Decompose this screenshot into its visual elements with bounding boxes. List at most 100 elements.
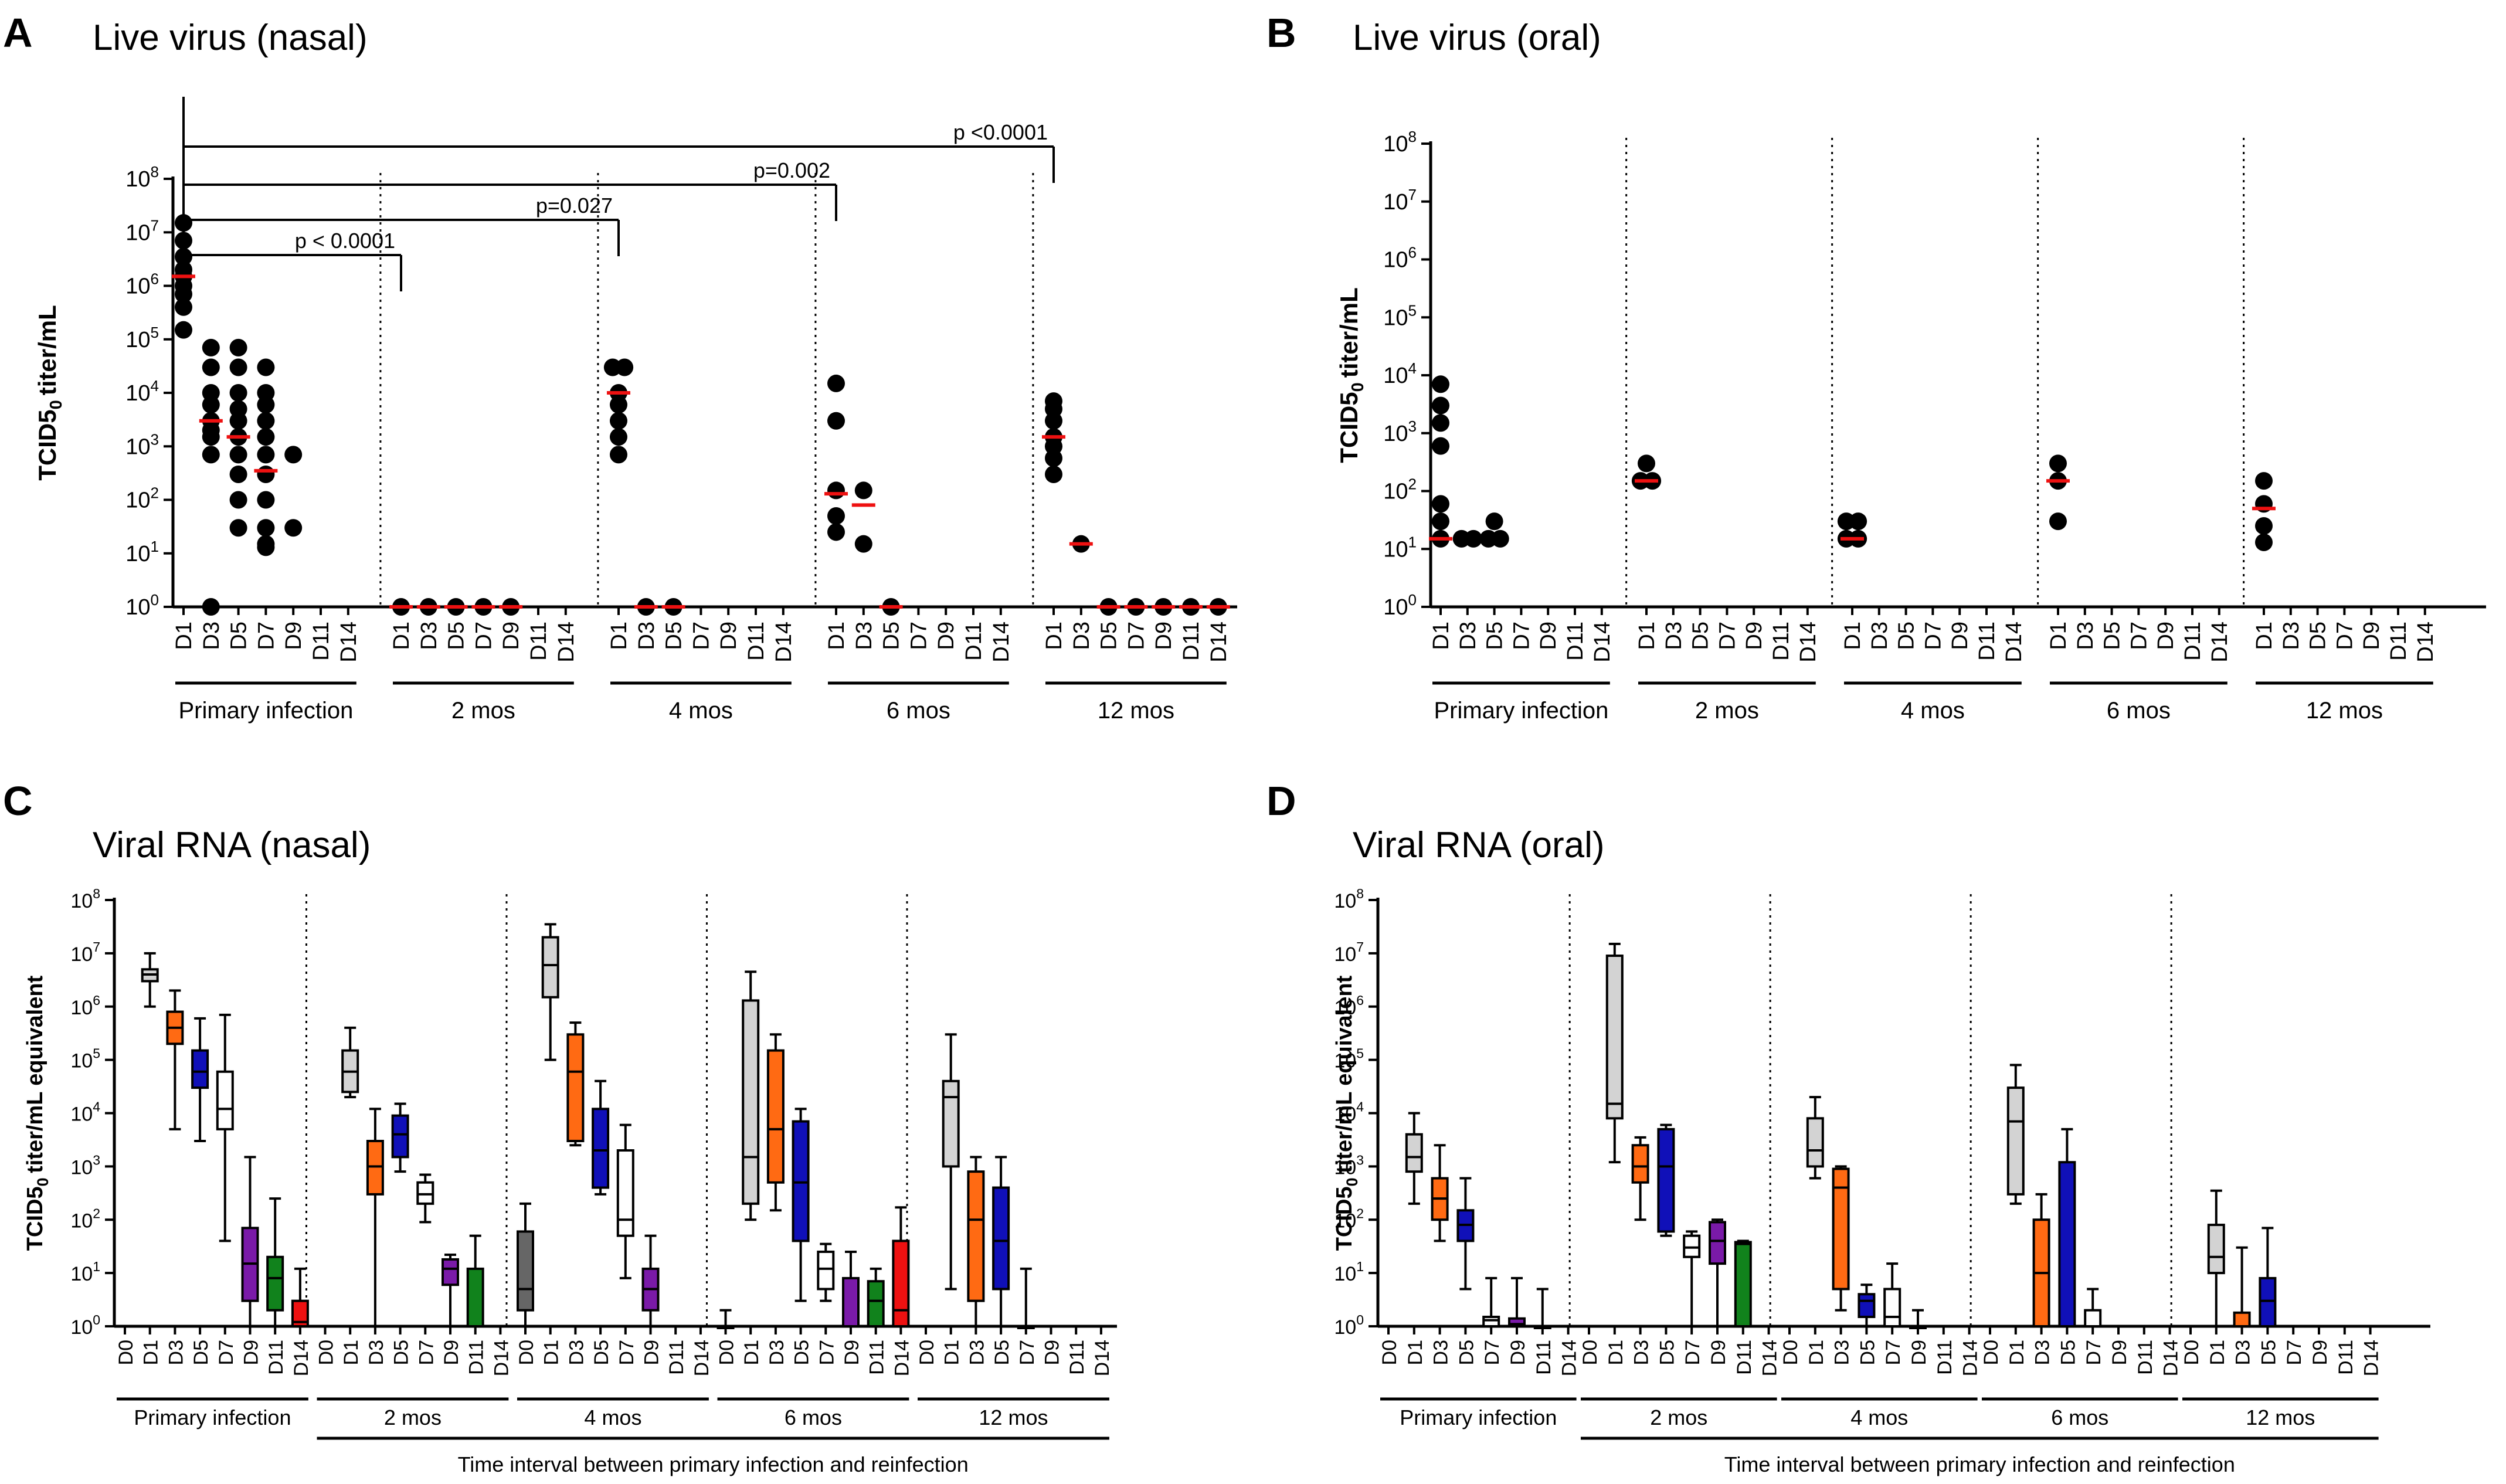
panel-a-letter: A bbox=[3, 10, 33, 56]
data-point bbox=[175, 247, 192, 266]
x-tick-label: D14 bbox=[2413, 622, 2438, 663]
data-point bbox=[229, 446, 247, 464]
x-tick-label: D11 bbox=[1769, 622, 1794, 661]
box-body bbox=[2233, 1311, 2251, 1327]
bracket-label: p <0.0001 bbox=[953, 120, 1048, 144]
data-point bbox=[202, 446, 220, 464]
x-tick-label: D14 bbox=[2361, 1340, 2383, 1376]
data-point bbox=[257, 396, 275, 414]
data-point bbox=[1849, 512, 1867, 531]
data-point bbox=[610, 396, 627, 414]
x-tick-label: D0 bbox=[315, 1340, 338, 1365]
x-tick-label: D11 bbox=[1975, 622, 1999, 661]
group-label: 2 mos bbox=[1695, 698, 1759, 724]
x-tick-label: D3 bbox=[565, 1340, 588, 1365]
x-tick-label: D14 bbox=[1590, 622, 1615, 663]
x-tick-label: D11 bbox=[744, 622, 769, 661]
box-body bbox=[1683, 1234, 1701, 1258]
x-tick-label: D3 bbox=[1430, 1340, 1452, 1365]
data-point bbox=[854, 535, 872, 553]
x-tick-label: D1 bbox=[1605, 1340, 1627, 1365]
x-tick-label: D9 bbox=[281, 622, 306, 650]
data-point bbox=[175, 285, 192, 303]
x-tick-label: D3 bbox=[1662, 622, 1686, 650]
x-tick-label: D9 bbox=[2309, 1340, 2331, 1365]
y-tick-label: 106 bbox=[125, 270, 159, 299]
x-tick-label: D14 bbox=[2160, 1340, 2182, 1376]
x-tick-label: D11 bbox=[962, 622, 986, 661]
x-tick-label: D9 bbox=[2108, 1340, 2131, 1365]
group-label: Primary infection bbox=[178, 698, 353, 724]
data-point bbox=[1638, 454, 1655, 473]
x-tick-label: D9 bbox=[1948, 622, 1972, 650]
x-tick-label: D11 bbox=[2335, 1340, 2357, 1375]
data-point bbox=[229, 412, 247, 430]
group-label: 6 mos bbox=[2051, 1405, 2108, 1429]
x-tick-label: D1 bbox=[541, 1340, 563, 1365]
data-point bbox=[2255, 517, 2273, 535]
x-tick-label: D9 bbox=[1908, 1340, 1930, 1365]
x-tick-label: D1 bbox=[1635, 622, 1659, 650]
data-point bbox=[284, 446, 303, 464]
x-tick-label: D7 bbox=[2083, 1340, 2105, 1365]
x-tick-label: D1 bbox=[824, 622, 849, 650]
x-tick-label: D14 bbox=[1796, 622, 1821, 663]
x-tick-label: D9 bbox=[1152, 622, 1176, 650]
box-body bbox=[942, 1079, 960, 1168]
x-tick-label: D9 bbox=[1041, 1340, 1064, 1365]
group-label: 6 mos bbox=[887, 698, 950, 724]
x-tick-label: D0 bbox=[515, 1340, 538, 1365]
x-tick-label: D7 bbox=[215, 1340, 237, 1365]
x-tick-label: D9 bbox=[934, 622, 959, 650]
box-body bbox=[1405, 1133, 1423, 1173]
data-point bbox=[610, 428, 627, 446]
box-body bbox=[541, 936, 559, 999]
group-label: 4 mos bbox=[1850, 1405, 1908, 1429]
box-body bbox=[1734, 1241, 1752, 1328]
x-tick-label: D3 bbox=[1631, 1340, 1653, 1365]
x-tick-label: D5 bbox=[1894, 622, 1919, 650]
data-point bbox=[610, 446, 627, 464]
x-tick-label: D14 bbox=[337, 622, 361, 663]
box-body bbox=[2084, 1309, 2102, 1327]
data-point bbox=[202, 396, 220, 414]
x-tick-label: D5 bbox=[2100, 622, 2125, 650]
x-tick-label: D5 bbox=[880, 622, 904, 650]
data-point bbox=[202, 358, 220, 376]
data-point bbox=[2255, 533, 2273, 551]
x-axis-label: Time interval between primary infection … bbox=[458, 1452, 969, 1476]
x-tick-label: D14 bbox=[1960, 1340, 1982, 1376]
x-tick-label: D7 bbox=[2127, 622, 2151, 650]
panel-d-letter: D bbox=[1266, 778, 1296, 824]
box-body bbox=[466, 1267, 484, 1328]
x-tick-label: D11 bbox=[527, 622, 551, 661]
x-tick-label: D9 bbox=[717, 622, 741, 650]
x-tick-label: D1 bbox=[140, 1340, 162, 1365]
data-point bbox=[1045, 449, 1062, 467]
group-label: 6 mos bbox=[785, 1405, 842, 1429]
x-tick-label: D11 bbox=[1733, 1340, 1755, 1375]
box-body bbox=[842, 1276, 860, 1327]
x-tick-label: D1 bbox=[1805, 1340, 1828, 1365]
x-tick-label: D3 bbox=[1831, 1340, 1853, 1365]
x-tick-label: D7 bbox=[1509, 622, 1534, 650]
box-body bbox=[742, 999, 760, 1205]
x-tick-label: D14 bbox=[2002, 622, 2026, 663]
box-body bbox=[892, 1240, 910, 1328]
x-tick-label: D11 bbox=[665, 1340, 688, 1375]
x-tick-label: D7 bbox=[2283, 1340, 2305, 1365]
data-point bbox=[1464, 529, 1482, 548]
x-tick-label: D7 bbox=[816, 1340, 838, 1365]
group-label: 4 mos bbox=[1901, 698, 1965, 724]
x-tick-label: D11 bbox=[2134, 1340, 2157, 1375]
y-axis-label: TCID50 titer/mL bbox=[1335, 287, 1367, 463]
box-body bbox=[992, 1186, 1010, 1291]
x-tick-label: D14 bbox=[891, 1340, 913, 1376]
x-tick-label: D0 bbox=[916, 1340, 938, 1365]
data-point bbox=[1432, 437, 1449, 455]
x-axis-label: Time interval between primary infection … bbox=[1724, 1452, 2235, 1476]
x-tick-label: D3 bbox=[766, 1340, 788, 1365]
group-label: Primary infection bbox=[1434, 698, 1608, 724]
x-tick-label: D3 bbox=[165, 1340, 187, 1365]
x-tick-label: D1 bbox=[2046, 622, 2071, 650]
